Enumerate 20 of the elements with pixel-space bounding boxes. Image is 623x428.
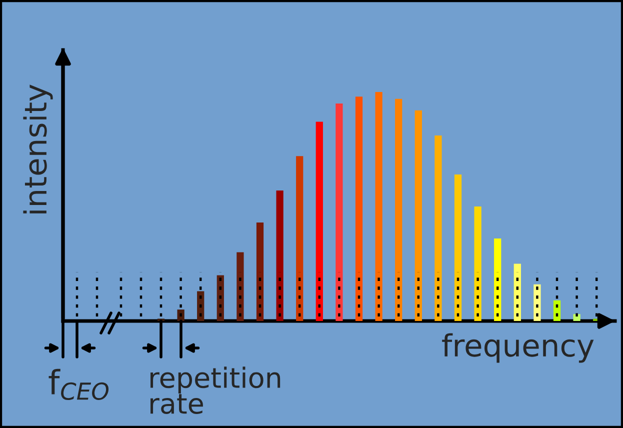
x-axis-title: frequency <box>442 333 594 363</box>
text: repetition rate <box>150 366 280 414</box>
bar <box>197 291 204 321</box>
bar <box>336 103 343 321</box>
bar <box>236 252 244 321</box>
bar <box>474 206 482 321</box>
bar <box>454 174 462 321</box>
text: f$_{CEO}$ <box>48 368 109 400</box>
bar <box>276 190 284 321</box>
bar <box>494 238 502 321</box>
bar <box>316 122 323 321</box>
bar <box>375 92 382 321</box>
bar <box>256 222 264 321</box>
bar <box>395 98 402 321</box>
bar <box>296 156 304 321</box>
bar <box>514 264 521 321</box>
y-axis-title: intensity <box>23 84 53 214</box>
bar <box>355 96 363 321</box>
bar <box>434 136 442 321</box>
bar <box>414 110 422 321</box>
